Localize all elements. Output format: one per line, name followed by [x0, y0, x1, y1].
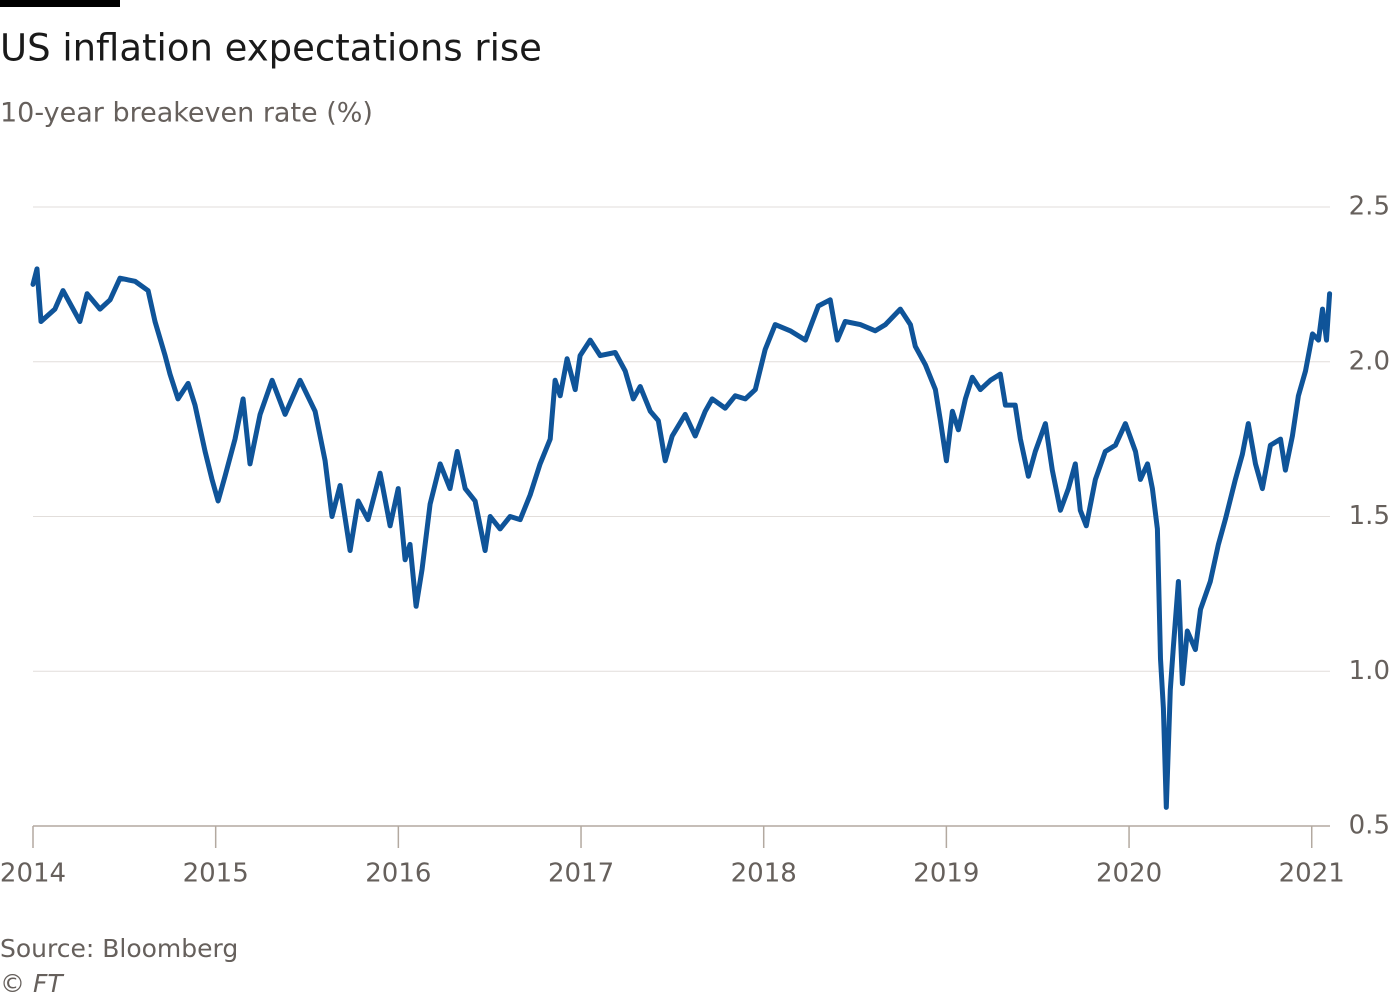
y-tick-label: 2.0 [1349, 346, 1390, 376]
x-tick-label: 2021 [1279, 859, 1345, 889]
x-tick-label: 2019 [913, 859, 979, 889]
line-series [30, 266, 1333, 810]
y-tick-label: 1.0 [1349, 656, 1390, 686]
y-tick-label: 2.5 [1349, 192, 1390, 222]
y-tick-label: 1.5 [1349, 501, 1390, 531]
y-tick-label: 0.5 [1349, 811, 1390, 841]
credit: © FT [0, 969, 64, 998]
chart-subtitle: 10-year breakeven rate (%) [0, 98, 373, 129]
source: Source: Bloomberg [0, 934, 238, 963]
x-tick-label: 2016 [365, 859, 431, 889]
x-tick-label: 2015 [183, 859, 249, 889]
x-tick-label: 2014 [0, 859, 66, 889]
x-tick-label: 2017 [548, 859, 614, 889]
x-tick-label: 2020 [1096, 859, 1162, 889]
header-bar [0, 0, 120, 7]
x-tick-label: 2018 [731, 859, 797, 889]
chart-title: US inflation expectations rise [0, 27, 542, 70]
